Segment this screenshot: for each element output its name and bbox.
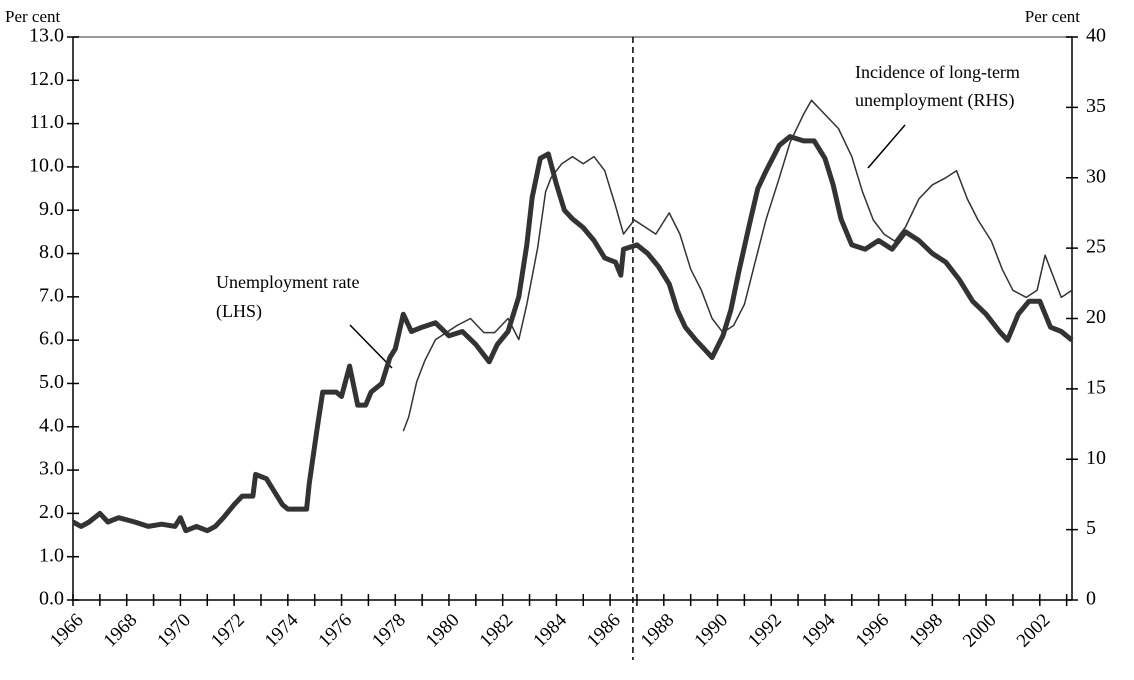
y-tick-label: 7.0 (39, 284, 64, 306)
series-line (71, 134, 1074, 534)
x-tick-label: 1966 (46, 610, 88, 652)
y-tick-label: 10.0 (29, 155, 64, 177)
y2-tick-label: 10 (1086, 447, 1106, 469)
x-tick-label: 1998 (905, 610, 947, 652)
annotation-pointer (349, 324, 393, 369)
x-tick-label: 1992 (744, 610, 786, 652)
x-tick-label: 1972 (207, 610, 249, 652)
x-tick-label: 1988 (637, 610, 679, 652)
annotation: Incidence of long-term (855, 62, 1020, 82)
y2-tick-label: 20 (1086, 306, 1106, 328)
y-tick-label: 2.0 (39, 501, 64, 523)
x-tick-label: 1968 (100, 610, 142, 652)
x-tick-label: 1974 (261, 609, 303, 651)
y-tick-label: 6.0 (39, 328, 64, 350)
x-tick-label: 1982 (476, 610, 518, 652)
y-tick-label: 3.0 (39, 458, 64, 480)
y2-axis-title: Per cent (1025, 7, 1081, 26)
y2-tick-label: 0 (1086, 588, 1096, 610)
y2-tick-label: 15 (1086, 376, 1106, 398)
y-tick-label: 9.0 (39, 198, 64, 220)
annotation: Unemployment rate (216, 272, 359, 292)
annotation: (LHS) (216, 301, 262, 322)
x-tick-label: 1996 (852, 610, 894, 652)
y-axis-title: Per cent (5, 7, 61, 26)
annotation-pointer (867, 124, 906, 169)
y-tick-label: 5.0 (39, 371, 64, 393)
y-tick-label: 11.0 (30, 111, 64, 133)
x-tick-label: 1976 (314, 610, 356, 652)
x-tick-label: 2002 (1013, 610, 1055, 652)
x-tick-label: 1970 (153, 610, 195, 652)
y-tick-label: 8.0 (39, 241, 64, 263)
annotation: unemployment (RHS) (855, 90, 1015, 111)
x-tick-label: 1990 (690, 610, 732, 652)
y-tick-label: 1.0 (39, 544, 64, 566)
x-tick-label: 1980 (422, 610, 464, 652)
x-tick-label: 2000 (959, 610, 1001, 652)
x-tick-label: 1984 (529, 609, 571, 651)
y2-tick-label: 35 (1086, 95, 1106, 117)
y2-tick-label: 40 (1086, 25, 1106, 47)
x-tick-label: 1994 (798, 609, 840, 651)
x-tick-label: 1986 (583, 610, 625, 652)
y-tick-label: 0.0 (39, 588, 64, 610)
x-tick-label: 1978 (368, 610, 410, 652)
y2-tick-label: 5 (1086, 517, 1096, 539)
y-tick-label: 4.0 (39, 414, 64, 436)
y2-tick-label: 30 (1086, 165, 1106, 187)
y2-tick-label: 25 (1086, 236, 1106, 258)
y-tick-label: 13.0 (29, 25, 64, 47)
y-tick-label: 12.0 (29, 68, 64, 90)
